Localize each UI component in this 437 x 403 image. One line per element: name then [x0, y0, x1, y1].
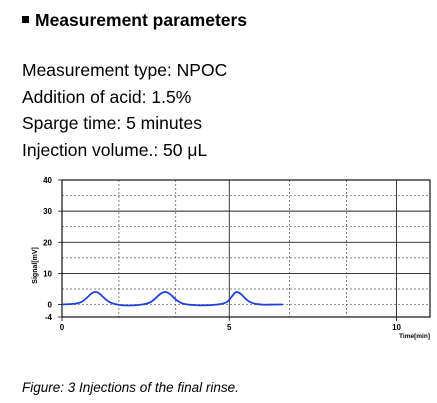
x-tick-label: 5 — [227, 323, 232, 332]
x-tick-label: 0 — [60, 323, 65, 332]
y-tick-label: 10 — [43, 269, 52, 278]
y-tick-label: 40 — [43, 176, 52, 185]
signal-chart: 40 30 20 10 0 -4 0 5 10 Signal[mV] Time[min] — [32, 176, 431, 340]
param-sparge-time: Sparge time: 5 minutes — [22, 113, 202, 133]
param-acid-addition: Addition of acid: 1.5% — [22, 86, 192, 107]
plot-frame — [61, 179, 431, 318]
y-axis-label: Signal[mV] — [32, 247, 39, 284]
y-tick-label: 0 — [48, 301, 53, 310]
param-injection-volume: Injection volume.: 50 μL — [22, 139, 208, 160]
section-title: Measurement parameters — [35, 10, 248, 30]
y-tick-label: -4 — [45, 313, 53, 322]
figure-caption: Figure: 3 Injections of the final rinse. — [22, 380, 239, 395]
parameter-list: Measurement type: NPOC Addition of acid:… — [22, 57, 227, 163]
signal-series-line — [61, 291, 283, 307]
y-tick-label: 20 — [43, 238, 52, 247]
x-tick-label: 10 — [392, 323, 401, 332]
x-axis-label: Time[min] — [399, 333, 430, 340]
section-heading: Measurement parameters — [22, 10, 247, 31]
square-bullet-icon — [22, 15, 29, 23]
y-tick-label: 30 — [43, 207, 52, 216]
param-measurement-type: Measurement type: NPOC — [22, 60, 228, 80]
